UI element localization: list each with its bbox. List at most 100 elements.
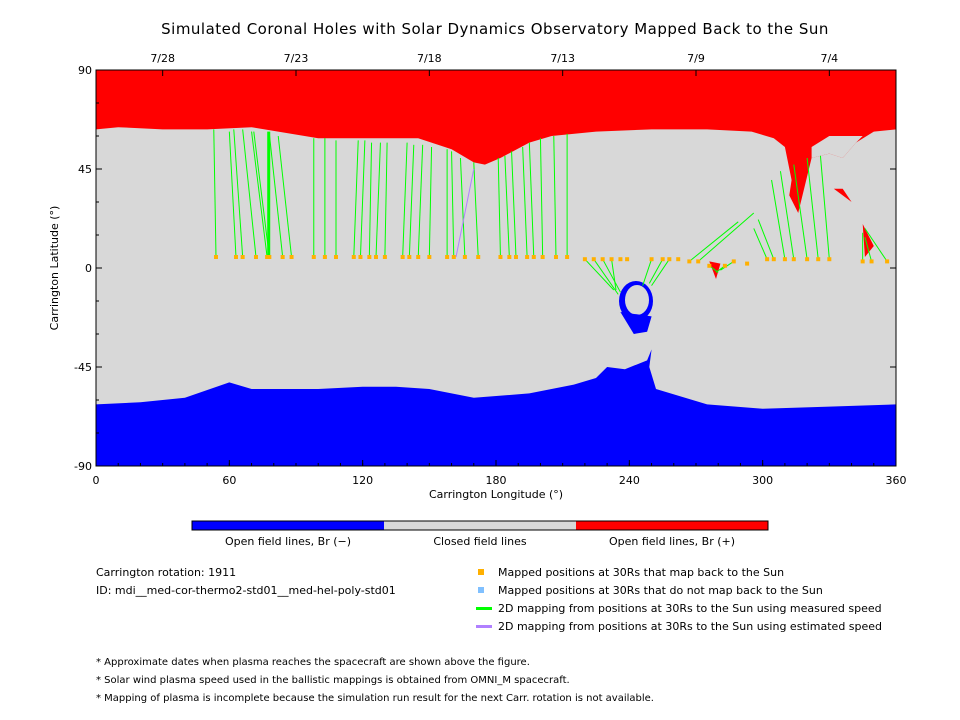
measured-mapping-line-25 <box>504 155 510 258</box>
mapped-point-47 <box>745 261 750 266</box>
x-tick-label-5: 300 <box>752 474 773 487</box>
mapped-point-40 <box>667 257 672 262</box>
measured-mapping-line-33 <box>593 258 619 295</box>
mapped-point-20 <box>445 255 450 259</box>
x-tick-label-1: 60 <box>222 474 236 487</box>
legend-mapped-label: Mapped positions at 30Rs that map back t… <box>498 566 785 579</box>
footnote-dates: * Approximate dates when plasma reaches … <box>96 657 530 668</box>
carrington-rotation: Carrington rotation: 1911 <box>96 566 237 579</box>
mapped-point-18 <box>416 255 421 259</box>
x-tick-label-2: 120 <box>352 474 373 487</box>
mapped-point-56 <box>869 259 874 264</box>
measured-mapping-line-48 <box>793 164 808 260</box>
positive-coronal-hole <box>96 70 896 213</box>
colorbar-label-2: Open field lines, Br (+) <box>609 535 735 548</box>
y-tick-label-4: -90 <box>74 460 92 473</box>
closed-island-north <box>811 136 863 158</box>
measured-mapping-line-21 <box>451 151 455 258</box>
mapped-point-19 <box>427 255 432 259</box>
mapped-point-25 <box>507 255 512 259</box>
mapped-point-51 <box>791 257 796 262</box>
mapped-point-24 <box>498 255 503 259</box>
mapped-point-3 <box>254 255 258 259</box>
x-tick-label-0: 0 <box>93 474 100 487</box>
measured-mapping-line-27 <box>522 146 528 258</box>
mapped-point-31 <box>565 255 570 259</box>
mapped-point-38 <box>649 257 654 262</box>
measured-mapping-line-5 <box>253 131 270 258</box>
measured-mapping-line-49 <box>806 157 819 260</box>
legend-measured-label: 2D mapping from positions at 30Rs to the… <box>498 602 882 615</box>
mapped-point-44 <box>707 263 712 268</box>
measured-mapping-line-22 <box>459 157 466 258</box>
mapped-point-14 <box>374 255 378 259</box>
measured-mapping-line-11 <box>353 140 359 258</box>
mapped-point-43 <box>696 259 701 264</box>
measured-mapping-line-18 <box>417 144 424 258</box>
top-date-label-5: 7/4 <box>820 52 838 65</box>
legend-estimated-line <box>476 625 492 628</box>
y-tick-label-3: -45 <box>74 361 92 374</box>
measured-mapping-line-35 <box>611 259 617 291</box>
measured-mapping-line-47 <box>779 171 795 260</box>
footnote-incomplete: * Mapping of plasma is incomplete becaus… <box>96 693 654 704</box>
mapped-point-15 <box>382 255 387 259</box>
mapped-point-29 <box>540 255 545 259</box>
mapped-point-12 <box>358 255 363 259</box>
measured-mapping-line-39 <box>689 221 739 262</box>
mapped-point-17 <box>407 255 412 259</box>
x-tick-label-3: 180 <box>486 474 507 487</box>
mapped-point-52 <box>805 257 810 262</box>
mapped-point-10 <box>334 255 338 259</box>
mapped-point-48 <box>765 257 770 262</box>
measured-mapping-line-1 <box>228 131 237 258</box>
mapped-point-27 <box>525 255 530 259</box>
x-tick-label-6: 360 <box>886 474 907 487</box>
mapped-point-46 <box>731 259 736 264</box>
measured-mapping-line-28 <box>528 142 535 258</box>
negative-island-tail <box>620 312 652 334</box>
mapped-point-6 <box>280 255 285 259</box>
mapped-point-36 <box>618 257 623 262</box>
mapped-point-2 <box>240 255 245 259</box>
top-date-label-4: 7/9 <box>687 52 705 65</box>
x-tick-label-4: 240 <box>619 474 640 487</box>
mapped-point-28 <box>531 255 536 259</box>
y-tick-label-2: 0 <box>85 262 92 275</box>
measured-mapping-line-40 <box>697 212 755 262</box>
measured-mapping-line-7 <box>277 135 293 258</box>
mapped-point-1 <box>234 255 238 259</box>
mapped-point-8 <box>311 255 316 259</box>
mapped-point-41 <box>676 257 681 262</box>
mapped-point-21 <box>451 255 456 259</box>
mapped-point-54 <box>827 257 832 262</box>
x-axis-label: Carrington Longitude (°) <box>429 488 563 501</box>
mapped-point-30 <box>554 255 558 259</box>
measured-mapping-line-13 <box>368 142 373 258</box>
measured-mapping-line-34 <box>602 258 621 293</box>
top-date-label-2: 7/18 <box>417 52 442 65</box>
mapped-point-13 <box>367 255 372 259</box>
measured-mapping-line-36 <box>642 259 653 286</box>
measured-mapping-line-52 <box>864 237 873 262</box>
negative-coronal-hole <box>96 349 896 466</box>
positive-patch-2 <box>862 224 874 257</box>
legend-unmapped-marker <box>478 587 484 593</box>
measured-mapping-line-2 <box>233 129 244 258</box>
measured-mapping-line-29 <box>539 138 544 258</box>
mapped-point-26 <box>514 255 518 259</box>
mapped-point-7 <box>289 255 294 259</box>
top-date-label-3: 7/13 <box>550 52 575 65</box>
y-tick-label-0: 90 <box>78 64 92 77</box>
colorbar-frame <box>191 520 769 531</box>
mapped-point-22 <box>462 255 467 259</box>
legend-mapped-marker <box>478 569 484 575</box>
legend-unmapped-label: Mapped positions at 30Rs that do not map… <box>498 584 823 597</box>
measured-mapping-line-30 <box>553 135 557 258</box>
estimated-mapping-line-0 <box>455 168 475 258</box>
mapped-point-5 <box>267 255 272 259</box>
mapped-point-45 <box>722 263 727 268</box>
mapped-point-55 <box>860 259 865 264</box>
colorbar-label-1: Closed field lines <box>433 535 527 548</box>
